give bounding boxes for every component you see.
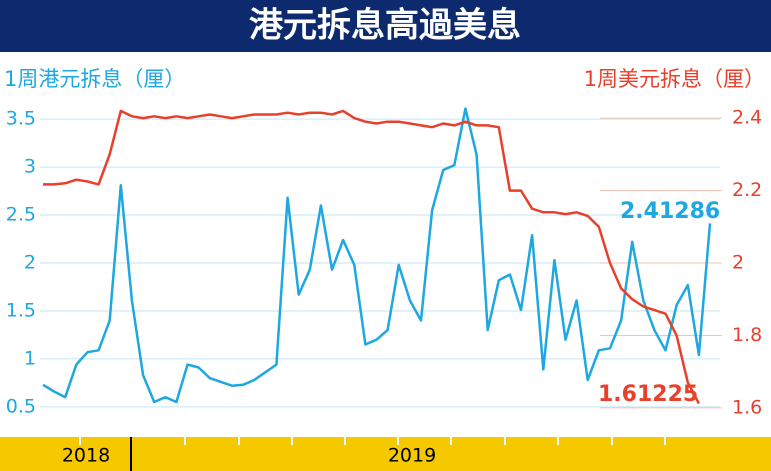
line-series xyxy=(43,109,701,405)
y-tick-label: 0.5 xyxy=(6,395,36,417)
y2-tick-label: 2 xyxy=(732,252,744,274)
line-series xyxy=(42,107,712,404)
y-tick-label: 2.5 xyxy=(6,204,36,226)
y2-tick-label: 2.4 xyxy=(732,107,762,129)
y2-tick-label: 2.2 xyxy=(732,179,762,201)
y-tick-label: 3 xyxy=(24,156,36,178)
y2-axis-label: 1周美元拆息（厘） xyxy=(584,67,765,91)
y-tick-label: 1.5 xyxy=(6,299,36,321)
title-bar xyxy=(0,0,771,52)
chart-title: 港元拆息高過美息 xyxy=(249,6,521,46)
x-group-label: 2019 xyxy=(388,445,436,467)
x-axis-band xyxy=(0,437,771,471)
y2-tick-label: 1.8 xyxy=(732,324,762,346)
annotation: 2.41286 xyxy=(620,199,720,224)
y-tick-label: 2 xyxy=(24,252,36,274)
y-axis-label: 1周港元拆息（厘） xyxy=(4,67,185,91)
y-tick-label: 1 xyxy=(24,347,36,369)
y-tick-label: 3.5 xyxy=(6,108,36,130)
annotation: 1.61225 xyxy=(598,382,698,407)
x-group-label: 2018 xyxy=(62,445,110,467)
y2-tick-label: 1.6 xyxy=(732,396,762,418)
month-ticks xyxy=(79,437,666,445)
